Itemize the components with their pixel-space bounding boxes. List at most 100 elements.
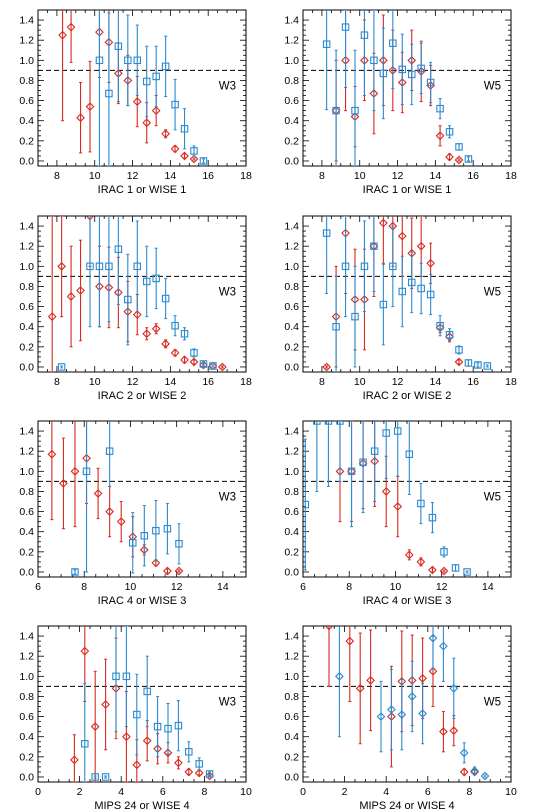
blue-square-marker (71, 568, 79, 576)
blue-square-marker (57, 363, 66, 371)
x-tick-label: 10 (505, 786, 517, 798)
plot-frame (37, 420, 247, 578)
red-diamond-marker (454, 155, 464, 165)
red-diamond-marker (132, 310, 142, 320)
red-diamond-marker (205, 771, 214, 781)
y-tick-label: 0.4 (19, 115, 34, 127)
blue-square-marker (161, 62, 170, 71)
blue-square-marker (164, 724, 172, 733)
y-tick-label: 0.0 (19, 361, 34, 373)
blue-square-marker (180, 330, 189, 338)
blue-square-marker (209, 362, 217, 370)
blue-square-marker (124, 56, 132, 65)
data-layer (47, 216, 227, 372)
blue-square-marker (153, 722, 162, 731)
blue-square-marker (133, 262, 142, 271)
x-tick-label: 10 (89, 170, 101, 182)
blue-square-marker (180, 125, 189, 133)
x-tick-label: 2 (77, 786, 83, 798)
y-tick-label: 1.4 (284, 426, 299, 438)
x-tick-label: 18 (505, 170, 517, 182)
blue-square-marker (95, 56, 104, 65)
red-diamond-marker (428, 565, 437, 575)
y-tick-label: 1.0 (284, 261, 299, 273)
red-diamond-marker (90, 722, 100, 732)
x-axis-label: MIPS 24 or WISE 4 (94, 800, 189, 812)
chart-panel: 8 10 12 14 16 18 0.0 0.2 0.4 0.6 0.8 1.0 1.2 1.4 IRAC … (19, 215, 252, 402)
data-layer (303, 421, 471, 576)
red-diamond-marker (57, 261, 67, 271)
y-tick-label: 0.8 (19, 75, 34, 87)
red-diamond-marker (439, 727, 448, 737)
red-diamond-marker (66, 22, 76, 32)
blue-square-marker (417, 64, 425, 73)
y-tick-label: 0.0 (284, 361, 299, 373)
red-diamond-marker (151, 324, 161, 334)
y-tick-label: 0.6 (284, 711, 299, 723)
y-tick-label: 0.2 (284, 135, 299, 147)
red-diamond-marker (93, 489, 103, 498)
y-tick-label: 0.4 (284, 321, 299, 333)
plot-frame (37, 215, 247, 373)
blue-square-marker (341, 262, 350, 271)
x-tick-label: 6 (160, 786, 166, 798)
x-tick-label: 8 (54, 376, 60, 388)
red-diamond-marker (324, 626, 334, 631)
red-diamond-marker (101, 700, 110, 709)
red-diamond-marker (180, 355, 189, 365)
red-diamond-marker (151, 558, 161, 568)
x-tick-label: 8 (54, 170, 60, 182)
x-axis-label: MIPS 24 or WISE 4 (359, 800, 454, 812)
blue-square-marker (143, 687, 151, 696)
x-tick-label: 18 (505, 376, 517, 388)
red-diamond-marker (163, 748, 173, 758)
y-tick-label: 1.2 (19, 241, 34, 253)
blue-square-marker (483, 362, 492, 370)
blue-square-marker (445, 331, 454, 339)
blue-square-marker (161, 294, 170, 303)
red-diamond-marker (142, 736, 152, 746)
blue-diamond-marker (480, 771, 490, 781)
red-diamond-marker (366, 675, 375, 685)
red-diamond-marker (184, 767, 194, 777)
blue-square-marker (112, 672, 120, 681)
y-tick-label: 1.4 (284, 631, 299, 643)
x-tick-label: 0 (300, 786, 306, 798)
blue-square-marker (332, 106, 340, 115)
x-tick-label: 10 (125, 581, 137, 593)
red-diamond-marker (194, 768, 204, 778)
blue-square-marker (122, 672, 131, 681)
data-layer (324, 626, 490, 781)
blue-square-marker (142, 77, 151, 86)
red-diamond-marker (170, 144, 180, 154)
x-tick-label: 6 (300, 581, 306, 593)
blue-diamond-marker (470, 766, 479, 776)
blue-square-marker (426, 78, 435, 87)
x-tick-label: 8 (81, 581, 87, 593)
y-tick-label: 0.4 (284, 526, 299, 538)
blue-square-marker (313, 421, 321, 425)
x-tick-label: 0 (35, 786, 41, 798)
x-tick-label: 10 (89, 376, 101, 388)
y-tick-label: 0.8 (284, 691, 299, 703)
blue-square-marker (140, 531, 149, 540)
data-layer (47, 421, 184, 576)
y-tick-label: 0.6 (19, 506, 34, 518)
blue-square-marker (185, 748, 193, 756)
red-diamond-marker (426, 258, 436, 268)
red-diamond-marker (76, 113, 85, 123)
red-diamond-marker (180, 151, 189, 161)
blue-square-marker (428, 513, 437, 522)
blue-square-marker (195, 760, 203, 768)
x-tick-label: 2 (342, 786, 348, 798)
x-tick-label: 8 (466, 786, 472, 798)
y-tick-label: 0.8 (19, 281, 34, 293)
red-diamond-marker (47, 312, 57, 322)
red-diamond-marker (445, 152, 454, 162)
red-diamond-marker (404, 550, 414, 560)
y-tick-label: 0.6 (284, 506, 299, 518)
chart-panel: 8 10 12 14 16 18 0.0 0.2 0.4 0.6 0.8 1.0 1.2 1.4 IRAC … (284, 9, 517, 196)
y-tick-label: 1.2 (19, 651, 34, 663)
y-tick-label: 1.0 (19, 671, 34, 683)
